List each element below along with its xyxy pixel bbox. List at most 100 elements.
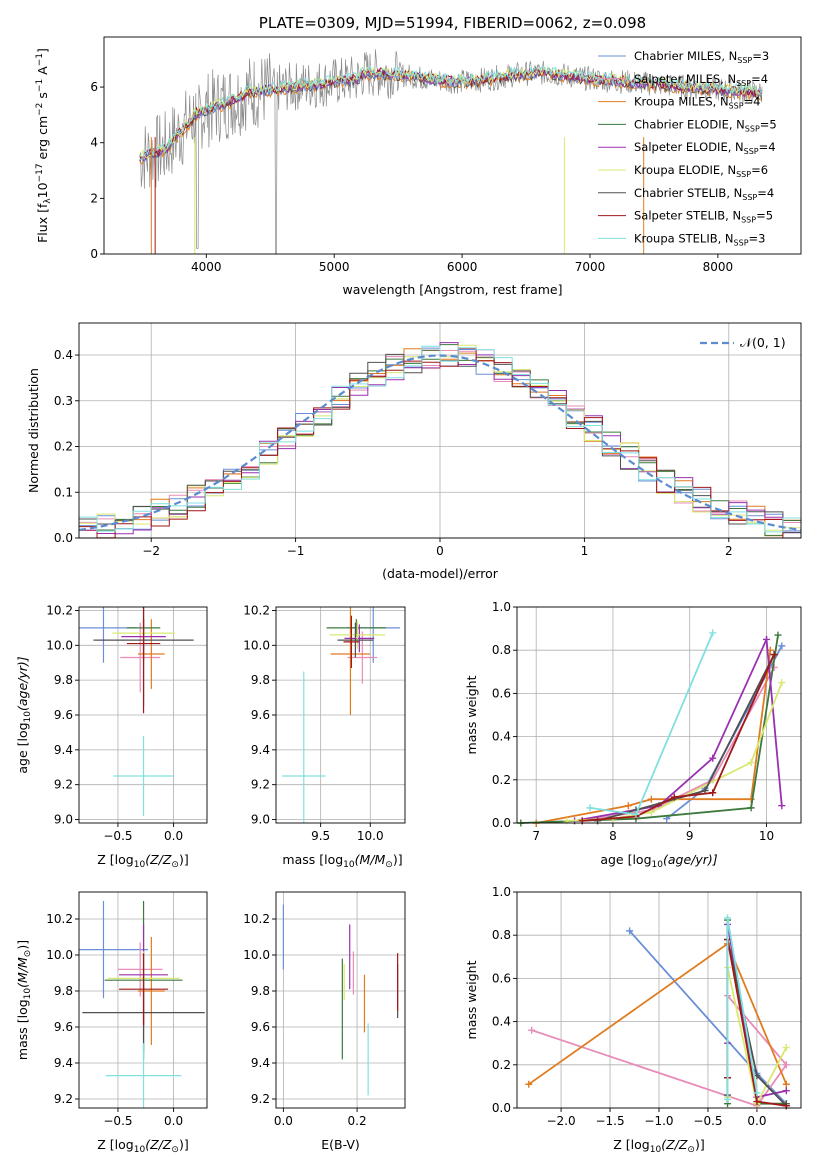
- legend-entry: Salpeter ELODIE, NSSP=4: [634, 140, 776, 156]
- axes-frame: [103, 36, 802, 255]
- legend-entry: Chabrier MILES, NSSP=3: [634, 49, 769, 65]
- x-tick-label: −0.5: [693, 1114, 722, 1128]
- label-part: mass [log: [282, 852, 343, 867]
- weight-series-line: [520, 634, 779, 824]
- normal-curve: [78, 354, 802, 532]
- y-tick-label: 9.6: [251, 708, 270, 722]
- weight-point: [528, 1026, 536, 1034]
- axes-frame: [516, 606, 802, 824]
- label-part: 10: [134, 1145, 146, 1155]
- y-tick-label: 9.2: [251, 778, 270, 792]
- x-axis-label: E(B-V): [321, 1137, 360, 1152]
- axes-frame: [78, 322, 802, 539]
- legend-entry: Salpeter MILES, NSSP=4: [634, 72, 768, 88]
- x-tick-label: 8: [609, 829, 617, 843]
- y-axis-label: age [log10(age/yr)]: [15, 656, 33, 773]
- label-part: (age/yr)]: [663, 852, 718, 867]
- y-tick-label: 0.0: [492, 816, 511, 830]
- x-tick-label: 4000: [191, 260, 222, 274]
- y-tick-label: 9.6: [251, 1020, 270, 1034]
- y-axis-label: mass weight: [464, 960, 479, 1039]
- axes-frame: [78, 891, 208, 1109]
- x-axis-label: Z [log10(Z/Z⊙)]: [613, 1137, 704, 1155]
- label-part: ⊙: [385, 860, 393, 870]
- y-tick-label: 0.2: [492, 773, 511, 787]
- y-tick-label: 0.0: [54, 531, 73, 545]
- label-part: Chabrier MILES, N: [634, 49, 737, 63]
- label-part: =3: [749, 231, 766, 245]
- weight-series-line: [589, 632, 714, 816]
- histograms: [78, 342, 802, 539]
- y-axis-label: Normed distribution: [26, 368, 41, 493]
- error-bars: [79, 901, 205, 1108]
- legend-entry: Chabrier STELIB, NSSP=4: [634, 186, 774, 202]
- label-part: =5: [756, 209, 773, 223]
- label-part: Kroupa MILES, N: [634, 95, 729, 109]
- label-part: λ: [43, 198, 53, 204]
- y-tick-label: 9.0: [54, 813, 73, 827]
- x-tick-label: 10: [759, 829, 774, 843]
- label-part: ⊙: [687, 1145, 695, 1155]
- y-axis-label: mass [log10(M/M⊙)]: [15, 940, 33, 1060]
- y-tick-label: 6: [90, 80, 98, 94]
- x-tick-label: 6000: [447, 260, 478, 274]
- weight-point: [778, 679, 786, 687]
- x-tick-label: 10.0: [357, 829, 384, 843]
- y-tick-label: 0.3: [54, 394, 73, 408]
- label-part: SSP: [734, 238, 749, 247]
- label-part: ]: [35, 48, 50, 53]
- weight-point: [626, 927, 634, 935]
- label-part: mass [log: [15, 999, 30, 1060]
- panel-age-vs-mass: 9.5 10.0 9.0 9.2 9.4 9.6 9.8 10.0 10.2 mass [log1…: [243, 603, 406, 870]
- label-part: age [log: [600, 852, 651, 867]
- label-part: SSP: [737, 56, 752, 65]
- y-tick-label: 0.4: [492, 1015, 511, 1029]
- weight-point: [709, 789, 717, 797]
- x-tick-label: −1.0: [644, 1114, 673, 1128]
- label-part: SSP: [741, 216, 756, 225]
- weight-point: [724, 1095, 732, 1103]
- label-part: Z [log: [613, 1137, 649, 1152]
- y-tick-label: 9.4: [251, 743, 270, 757]
- y-tick-label: 9.2: [54, 1092, 73, 1106]
- weight-series-line: [574, 635, 783, 822]
- y-tick-label: 0.4: [54, 348, 73, 362]
- label-part: SSP: [736, 79, 751, 88]
- label-part: 10: [650, 1145, 662, 1155]
- label-part: Z [log: [97, 1137, 133, 1152]
- weight-point: [670, 793, 678, 801]
- x-axis-label: wavelength [Angstrom, rest frame]: [342, 282, 562, 297]
- y-tick-label: 0: [90, 247, 98, 261]
- weight-point: [647, 808, 655, 816]
- panel-mass-vs-Z: −0.5 0.09.29.49.69.810.010.2Z [log10(Z/Z⊙…: [15, 891, 208, 1155]
- x-axis-label: (data-model)/error: [382, 566, 499, 581]
- label-part: 10: [23, 711, 33, 723]
- y-tick-label: 9.6: [54, 708, 73, 722]
- x-axis-label: age [log10(age/yr)]: [600, 852, 717, 870]
- y-tick-label: 9.4: [54, 743, 73, 757]
- axes-frame: [275, 891, 406, 1109]
- x-tick-label: 1: [581, 544, 589, 558]
- label-part: =3: [752, 49, 769, 63]
- label-part: 10: [23, 988, 33, 1000]
- x-tick-label: −2.0: [546, 1114, 575, 1128]
- weight-point: [747, 795, 755, 803]
- weight-series-line: [582, 654, 775, 822]
- x-axis-label: mass [log10(M/M⊙)]: [282, 852, 402, 870]
- y-tick-label: 10.2: [243, 603, 270, 617]
- y-tick-label: 9.4: [54, 1056, 73, 1070]
- axes-frame: [78, 606, 208, 824]
- weight-point: [632, 810, 640, 818]
- y-tick-label: 9.6: [54, 1020, 73, 1034]
- weight-lines: [517, 629, 786, 827]
- x-tick-label: −1: [287, 544, 305, 558]
- x-tick-label: 9.5: [311, 829, 330, 843]
- label-part: (age/yr)]: [15, 656, 30, 711]
- panel-mass-vs-ebv: 0.0 0.2 9.2 9.4 9.6 9.8 10.0 10.2 E(B-V): [243, 891, 406, 1152]
- x-tick-label: 2: [725, 544, 733, 558]
- legend-entry: Kroupa ELODIE, NSSP=6: [634, 163, 768, 179]
- label-part: )]: [179, 852, 189, 867]
- x-tick-label: 5000: [319, 260, 350, 274]
- y-tick-label: 9.4: [251, 1056, 270, 1070]
- y-tick-label: 0.1: [54, 485, 73, 499]
